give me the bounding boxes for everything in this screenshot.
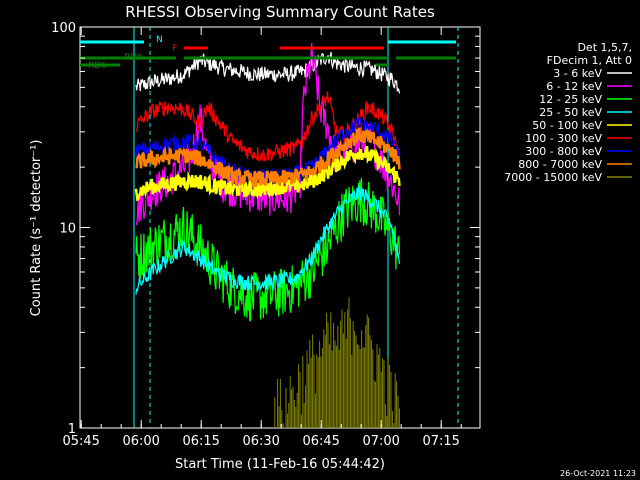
flag-label: RD0 <box>124 53 143 63</box>
flag-label: RD6 <box>88 61 107 71</box>
x-tick-label: 06:30 <box>242 434 279 449</box>
x-tick-label: 06:45 <box>302 434 339 449</box>
legend-label: 12 - 25 keV <box>539 93 602 106</box>
x-axis-label: Start Time (11-Feb-16 05:44:42) <box>175 457 385 472</box>
legend-label: 3 - 6 keV <box>553 67 602 80</box>
x-tick-label: 06:15 <box>182 434 219 449</box>
series-3 <box>135 185 401 295</box>
series-line-0 <box>135 51 401 94</box>
series-6 <box>135 114 401 184</box>
series-7 <box>135 127 401 188</box>
y-tick-label: 1 <box>68 422 76 437</box>
flag-layer: NF RD0 RD6 <box>80 35 456 71</box>
legend-header-line: FDecim 1, Att 0 <box>547 54 632 67</box>
x-tick-label: 05:45 <box>62 434 99 449</box>
series-5 <box>135 91 401 163</box>
series-line-7 <box>135 127 401 188</box>
legend-entry: 7000 - 15000 keV <box>504 171 632 184</box>
series-0 <box>135 51 401 94</box>
flag-label: F <box>172 44 177 54</box>
series-4 <box>134 145 401 202</box>
legend-label: 800 - 7000 keV <box>518 158 602 171</box>
y-axis-label: Count Rate (s⁻¹ detector⁻¹) <box>29 140 44 317</box>
series-layer <box>134 42 401 428</box>
series-line-3 <box>135 185 401 295</box>
series-2 <box>135 177 401 322</box>
x-tick-label: 06:00 <box>122 434 159 449</box>
flag-rd6: RD6 <box>80 61 388 71</box>
axis-layer: 05:45 06:00 06:15 06:30 06:45 07:00 07:15 1 10 10… <box>51 21 480 449</box>
footer-date: 26-Oct-2021 11:23 <box>560 469 636 478</box>
series-line-5 <box>135 91 401 163</box>
flag-n: N <box>80 35 456 45</box>
legend-entry: 25 - 50 keV <box>539 106 632 119</box>
legend-header-line: Det 1,5,7, <box>577 41 632 54</box>
legend-entry: 50 - 100 keV <box>532 119 632 132</box>
legend-label: 25 - 50 keV <box>539 106 602 119</box>
x-tick-label: 07:00 <box>362 434 399 449</box>
legend-entry: 100 - 300 keV <box>525 132 632 145</box>
legend-entry: 6 - 12 keV <box>546 80 632 93</box>
legend-entry: 800 - 7000 keV <box>518 158 632 171</box>
legend-entry: 12 - 25 keV <box>539 93 632 106</box>
legend-label: 7000 - 15000 keV <box>504 171 602 184</box>
legend-label: 100 - 300 keV <box>525 132 602 145</box>
chart-title: RHESSI Observing Summary Count Rates <box>125 3 435 21</box>
x-tick-label: 07:15 <box>422 434 459 449</box>
legend-label: 300 - 800 keV <box>525 145 602 158</box>
legend-label: 6 - 12 keV <box>546 80 602 93</box>
series-line-6 <box>135 114 401 184</box>
legend-label: 50 - 100 keV <box>532 119 602 132</box>
y-tick-label: 100 <box>51 21 76 36</box>
series-line-7000-15000 <box>274 297 400 428</box>
flag-label: N <box>156 35 163 45</box>
series-line-4 <box>134 145 401 202</box>
series-8 <box>274 297 400 428</box>
y-tick-label: 10 <box>59 222 76 237</box>
series-line-2 <box>135 177 401 322</box>
legend-entry: 300 - 800 keV <box>525 145 632 158</box>
flag-f: F <box>172 44 384 54</box>
legend-entry: 3 - 6 keV <box>553 67 632 80</box>
flag-rd0: RD0 <box>80 53 456 63</box>
